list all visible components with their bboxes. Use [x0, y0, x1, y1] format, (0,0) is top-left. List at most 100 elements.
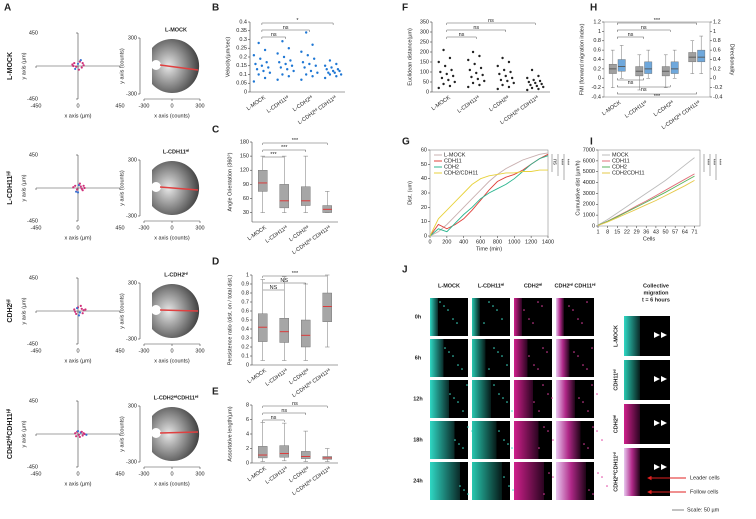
y2-tick-label: 0	[713, 76, 716, 82]
point	[79, 59, 82, 62]
dot	[527, 80, 531, 84]
dot	[328, 73, 332, 76]
dot	[304, 31, 308, 34]
dot	[443, 64, 447, 68]
x-axis-label: x axis (µm)	[64, 481, 91, 487]
cell	[496, 309, 498, 311]
x-tick-label: -300	[138, 348, 149, 354]
y-tick-label: 300	[128, 35, 137, 41]
y-tick-label: 450	[29, 152, 38, 158]
y-tick-label: 5000	[583, 169, 595, 175]
panel-letter: A	[4, 3, 11, 14]
point	[74, 67, 77, 71]
dot	[447, 78, 450, 82]
legend-label: L-MOCK	[444, 152, 466, 158]
y2-tick-label: 0.6	[713, 48, 721, 54]
y-tick-label: 0.2	[593, 66, 601, 72]
x-tick-label: L-MOCK	[431, 95, 452, 112]
dot	[535, 84, 539, 88]
arrow	[654, 332, 667, 338]
dot	[442, 82, 445, 86]
y-axis-label: y axis (µm)	[21, 297, 27, 324]
cell	[581, 322, 583, 324]
x-tick-label: 450	[115, 471, 124, 477]
dot	[262, 69, 265, 73]
dot	[499, 78, 503, 82]
cell-front	[624, 316, 640, 356]
cell	[454, 439, 456, 441]
sig-bracket	[262, 405, 328, 408]
cell	[537, 301, 539, 303]
cell-front	[556, 298, 564, 336]
x-axis-label: x axis (counts)	[154, 113, 190, 119]
y-tick-label: 60	[243, 196, 249, 202]
box	[322, 292, 332, 322]
significance: ***	[292, 271, 299, 277]
dot	[276, 52, 279, 55]
dot	[303, 66, 306, 69]
cell	[548, 472, 550, 474]
significance: ***	[654, 94, 661, 100]
row-label: 12h	[413, 396, 423, 402]
dot	[289, 59, 292, 62]
y2-tick-label: 0.2	[713, 66, 721, 72]
point	[82, 64, 85, 67]
cell	[492, 305, 494, 307]
dot	[481, 73, 484, 77]
point	[80, 66, 83, 69]
cell-front	[430, 298, 438, 336]
panel-letter: F	[402, 3, 408, 14]
x-tick-label: 0	[170, 348, 173, 354]
x-tick-label: 64	[682, 229, 688, 235]
dot	[442, 48, 445, 52]
y-tick-label: 0.4	[239, 19, 247, 25]
x-axis-label: x axis (µm)	[64, 113, 91, 119]
dot	[483, 79, 486, 83]
y-tick-label: 40	[421, 176, 427, 182]
panel-letter: C	[212, 125, 219, 136]
x-tick-label: L-CDH11ᴴⁱ	[263, 464, 289, 485]
point	[76, 191, 80, 194]
y-tick-label: 4000	[583, 180, 595, 186]
box	[258, 446, 268, 459]
sig-bracket	[617, 29, 671, 32]
dot	[252, 80, 256, 83]
y-tick-label: 10	[421, 219, 427, 225]
y-tick-label: -300	[126, 459, 137, 465]
x-tick-label: 8	[606, 229, 609, 235]
dot	[335, 75, 338, 78]
dot	[304, 73, 308, 76]
significance: ns	[292, 401, 298, 407]
side-title: Collective	[643, 283, 669, 289]
y-tick-label: 2	[246, 446, 249, 452]
dot	[530, 68, 534, 72]
cell	[582, 401, 584, 403]
rose-direction	[159, 186, 199, 191]
dot	[292, 69, 295, 73]
panel-letter: I	[590, 137, 593, 148]
row-label: L-MOCK	[7, 52, 14, 80]
cell-front	[514, 421, 539, 459]
cell	[448, 351, 450, 353]
cell	[512, 489, 514, 491]
cell	[586, 301, 588, 303]
point	[77, 433, 81, 436]
cell	[592, 426, 594, 428]
x-tick-label: L-CDH2ᴴⁱ CDH11ᴴⁱ	[296, 93, 338, 126]
significance: ***	[564, 159, 570, 166]
x-axis-label: x axis (µm)	[64, 235, 91, 241]
point	[74, 184, 77, 187]
y-tick-label: 30	[243, 210, 249, 216]
cell	[497, 351, 499, 353]
column-header: CDH2ᴴⁱ CDH11ᴴⁱ	[555, 280, 596, 289]
column-header: L-MOCK	[438, 283, 460, 289]
y-tick-label: 0	[246, 460, 249, 466]
significance: ns	[271, 415, 277, 421]
significance: ns	[281, 408, 287, 414]
x-tick-label: 600	[476, 239, 485, 245]
cell-front	[430, 462, 460, 500]
y-tick-label: -300	[126, 213, 137, 219]
cell	[456, 322, 458, 324]
cell	[447, 309, 449, 311]
point	[75, 306, 79, 310]
